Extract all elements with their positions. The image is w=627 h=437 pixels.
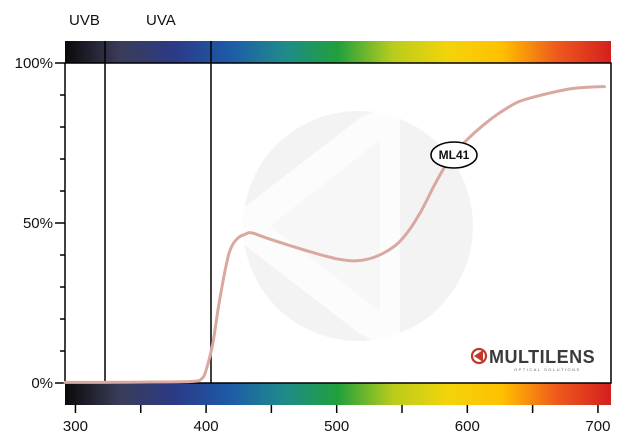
multilens-logo: MULTILENS OPTICAL SOLUTIONS — [470, 347, 595, 372]
spectrum-bar-top — [65, 41, 611, 63]
watermark-logo — [220, 98, 473, 354]
x-tick-label: 300 — [63, 418, 88, 435]
callout-label: ML41 — [439, 148, 470, 162]
x-tick-label: 700 — [585, 418, 610, 435]
band-label-uvb: UVB — [69, 12, 100, 29]
y-axis: 0% 50% 100% — [15, 55, 65, 392]
logo-tagline: OPTICAL SOLUTIONS — [514, 367, 581, 372]
series-line-ml41 — [63, 85, 606, 384]
x-axis: 300 400 500 600 700 — [63, 405, 610, 435]
band-label-uva: UVA — [146, 12, 176, 29]
y-tick-label: 50% — [23, 215, 53, 232]
x-tick-label: 500 — [324, 418, 349, 435]
logo-mark-icon — [470, 347, 488, 365]
spectrum-bar-bottom — [65, 383, 611, 405]
logo-wordmark: MULTILENS — [489, 347, 595, 367]
x-tick-label: 400 — [194, 418, 219, 435]
x-tick-label: 600 — [455, 418, 480, 435]
y-tick-label: 100% — [15, 55, 53, 72]
y-tick-label: 0% — [31, 375, 53, 392]
series-callout: ML41 — [430, 141, 478, 169]
callout-ellipse — [430, 141, 478, 169]
